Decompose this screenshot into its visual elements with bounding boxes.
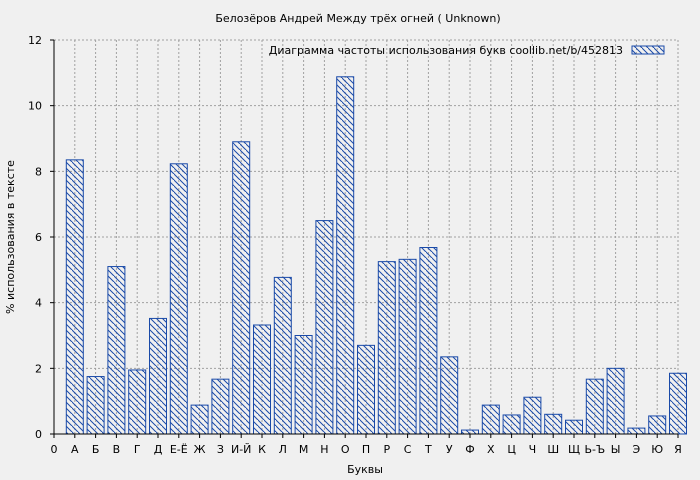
x-tick-label: Щ <box>568 443 580 456</box>
x-tick-label: Ч <box>529 443 537 456</box>
bar-26 <box>585 378 604 435</box>
x-tick-label: И-Й <box>231 443 251 456</box>
bar-29 <box>648 415 667 435</box>
y-tick-label: 10 <box>28 100 42 113</box>
x-tick-label: Ю <box>651 443 663 456</box>
bar-3 <box>107 266 126 435</box>
bar-9 <box>232 141 251 435</box>
bar-11 <box>273 276 292 435</box>
bar-18 <box>419 247 438 435</box>
y-axis-label: % использования в тексте <box>4 160 17 314</box>
bars <box>65 76 687 435</box>
bar-14 <box>336 76 355 435</box>
x-tick-label: М <box>299 443 309 456</box>
x-tick-label: Л <box>279 443 287 456</box>
y-tick-label: 6 <box>35 231 42 244</box>
x-tick-label: Н <box>320 443 328 456</box>
bar-17 <box>398 258 417 435</box>
bar-28 <box>627 427 646 435</box>
y-tick-label: 12 <box>28 34 42 47</box>
bar-25 <box>565 419 583 435</box>
x-tick-label: У <box>446 443 453 456</box>
x-tick-label: Ш <box>547 443 559 456</box>
bar-5 <box>149 317 167 435</box>
x-tick-label: Е-Ё <box>170 443 188 456</box>
bar-30 <box>669 372 687 435</box>
x-tick-label: К <box>258 443 266 456</box>
bar-15 <box>357 344 375 435</box>
x-tick-label: Б <box>92 443 100 456</box>
bar-19 <box>440 356 459 435</box>
bar-6 <box>169 163 188 435</box>
bar-2 <box>86 376 105 435</box>
x-tick-label: В <box>113 443 121 456</box>
x-tick-label: Ы <box>611 443 621 456</box>
x-tick-label: З <box>217 443 224 456</box>
x-tick-label: Т <box>424 443 432 456</box>
bar-24 <box>544 413 563 435</box>
legend-label: Диаграмма частоты использования букв coo… <box>269 44 623 57</box>
x-tick-label: 0 <box>51 443 58 456</box>
bar-8 <box>211 378 230 435</box>
x-tick-label: О <box>341 443 350 456</box>
bar-12 <box>294 335 313 435</box>
x-tick-label: Ь-Ъ <box>584 443 605 456</box>
y-tick-label: 8 <box>35 165 42 178</box>
x-tick-label: Ф <box>465 443 474 456</box>
x-tick-label: Х <box>487 443 495 456</box>
legend-swatch <box>631 45 665 55</box>
x-tick-label: А <box>71 443 79 456</box>
bar-13 <box>315 220 334 435</box>
bar-27 <box>606 367 625 435</box>
x-tick-label: Э <box>633 443 641 456</box>
bar-23 <box>523 396 542 435</box>
y-tick-label: 4 <box>35 297 42 310</box>
x-tick-label: С <box>404 443 412 456</box>
legend: Диаграмма частоты использования букв coo… <box>269 44 665 57</box>
x-tick-label: Г <box>134 443 141 456</box>
x-axis-label: Буквы <box>347 463 383 476</box>
bar-4 <box>128 369 147 435</box>
x-tick-label: Ц <box>507 443 516 456</box>
x-tick-label: П <box>362 443 370 456</box>
x-tick-label: Р <box>383 443 390 456</box>
y-tick-label: 2 <box>35 362 42 375</box>
x-tick-label: Ж <box>194 443 206 456</box>
x-tick-label: Д <box>154 443 163 456</box>
bar-21 <box>481 404 500 435</box>
bar-1 <box>65 159 84 435</box>
bar-16 <box>377 261 396 435</box>
chart-title: Белозёров Андрей Между трёх огней ( Unkn… <box>215 12 500 25</box>
bar-10 <box>253 324 271 435</box>
axes <box>50 39 679 438</box>
bar-7 <box>190 404 209 435</box>
x-tick-label: Я <box>674 443 682 456</box>
y-tick-label: 0 <box>35 428 42 441</box>
bar-22 <box>502 414 521 435</box>
bar-20 <box>461 429 479 435</box>
